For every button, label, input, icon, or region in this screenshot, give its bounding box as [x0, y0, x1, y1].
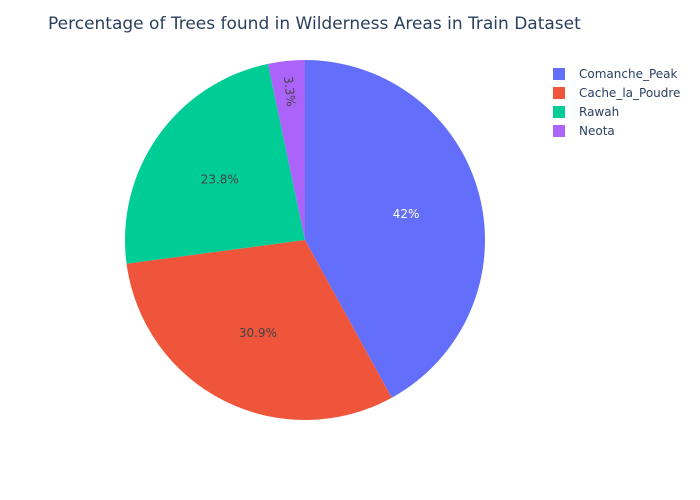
slice-label-cache-la-poudre: 30.9% — [239, 326, 277, 340]
legend-swatch-rawah — [553, 106, 565, 118]
legend-item-comanche-peak[interactable]: Comanche_Peak — [553, 67, 678, 81]
legend-item-neota[interactable]: Neota — [553, 124, 615, 138]
pie-slice-cache-la-poudre — [126, 240, 392, 420]
slice-label-neota: 3.3% — [281, 76, 298, 108]
slice-label-rawah: 23.8% — [201, 173, 239, 187]
pie-slice-labels: 42% 30.9% 23.8% 3.3% — [201, 76, 420, 341]
legend-label-neota: Neota — [579, 124, 615, 138]
legend-item-rawah[interactable]: Rawah — [553, 105, 619, 119]
chart-title: Percentage of Trees found in Wilderness … — [48, 14, 581, 34]
legend-swatch-neota — [553, 125, 565, 137]
legend-swatch-cache-la-poudre — [553, 87, 565, 99]
legend: Comanche_Peak Cache_la_Poudre Rawah Neota — [553, 67, 680, 138]
legend-swatch-comanche-peak — [553, 68, 565, 80]
slice-label-comanche-peak: 42% — [393, 207, 420, 221]
legend-label-comanche-peak: Comanche_Peak — [579, 67, 678, 81]
pie-slice-comanche-peak — [305, 60, 486, 398]
legend-item-cache-la-poudre[interactable]: Cache_la_Poudre — [553, 86, 680, 100]
pie-slice-rawah — [124, 63, 305, 264]
legend-label-cache-la-poudre: Cache_la_Poudre — [579, 86, 680, 100]
pie-slices — [124, 60, 486, 420]
legend-label-rawah: Rawah — [579, 105, 619, 119]
pie-slice-neota — [267, 60, 305, 240]
